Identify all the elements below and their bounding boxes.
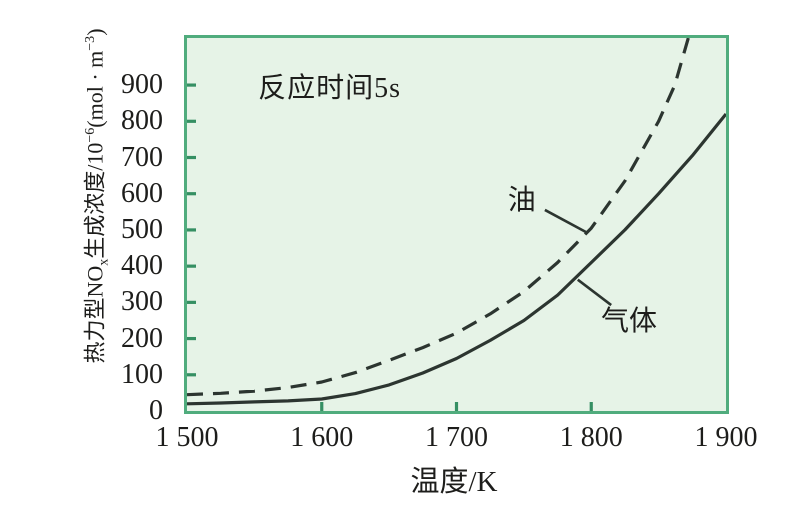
oil-curve-label: 油 xyxy=(507,184,536,216)
x-tick-label: 1 500 xyxy=(155,422,219,453)
y-tick-label: 200 xyxy=(121,322,163,354)
x-tick-label: 1 900 xyxy=(694,422,758,453)
x-tick-label: 1 600 xyxy=(290,422,354,453)
x-tick-label: 1 800 xyxy=(559,422,623,453)
oil-curve xyxy=(187,38,690,397)
y-axis-title-close: ) xyxy=(82,28,108,36)
y-tick-label: 900 xyxy=(121,69,163,101)
x-axis-title: 温度/K xyxy=(410,466,498,498)
y-tick-label: 500 xyxy=(121,213,163,245)
chart-canvas xyxy=(187,38,726,411)
reaction-time-annotation: 反应时间5s xyxy=(258,72,402,104)
y-tick-label: 100 xyxy=(121,358,163,390)
gas-curve-label: 气体 xyxy=(600,306,657,338)
oil-leader-line xyxy=(544,208,587,234)
gas-leader-line xyxy=(576,278,612,307)
y-tick-label: 300 xyxy=(121,286,163,318)
y-axis-title-exponent-2: −3 xyxy=(82,35,98,51)
y-tick-label: 600 xyxy=(121,177,163,209)
y-tick-label: 0 xyxy=(149,395,163,426)
gas-curve xyxy=(187,112,726,406)
y-tick-label: 400 xyxy=(121,250,163,282)
plot-area: 反应时间5s 油 气体 xyxy=(184,35,729,414)
x-tick-label: 1 700 xyxy=(425,422,488,453)
y-tick-label: 800 xyxy=(121,105,163,137)
y-tick-label: 700 xyxy=(121,141,163,173)
